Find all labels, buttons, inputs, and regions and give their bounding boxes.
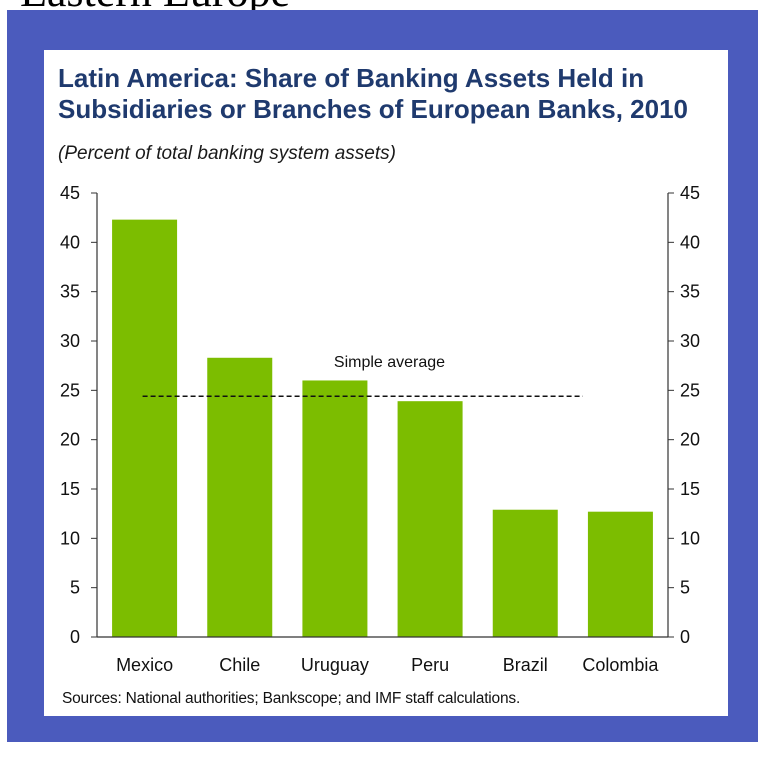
y-tick-label-left: 25 (60, 380, 80, 400)
y-tick-label-right: 15 (680, 479, 700, 499)
x-tick-label: Peru (411, 655, 449, 675)
bar-peru (397, 401, 463, 637)
x-tick-label: Colombia (582, 655, 659, 675)
y-tick-label-right: 40 (680, 232, 700, 252)
y-tick-label-left: 0 (70, 627, 80, 647)
bar-chile (207, 357, 273, 637)
y-tick-label-left: 15 (60, 479, 80, 499)
y-tick-label-left: 40 (60, 232, 80, 252)
y-tick-label-right: 10 (680, 528, 700, 548)
x-tick-label: Mexico (116, 655, 173, 675)
chart-title: Latin America: Share of Banking Assets H… (58, 63, 689, 124)
y-tick-label-right: 20 (680, 430, 700, 450)
y-tick-label-left: 30 (60, 331, 80, 351)
chart-subtitle: (Percent of total banking system assets) (58, 143, 396, 164)
y-tick-label-left: 45 (60, 183, 80, 203)
y-tick-label-right: 5 (680, 578, 690, 598)
y-tick-label-right: 30 (680, 331, 700, 351)
x-tick-label: Brazil (503, 655, 548, 675)
x-tick-label: Uruguay (301, 655, 369, 675)
y-tick-label-right: 45 (680, 183, 700, 203)
y-tick-label-right: 25 (680, 380, 700, 400)
bar-uruguay (302, 380, 368, 637)
y-tick-label-left: 5 (70, 578, 80, 598)
simple-average-label: Simple average (334, 354, 445, 371)
y-tick-label-right: 0 (680, 627, 690, 647)
bar-brazil (492, 509, 558, 637)
y-tick-label-left: 20 (60, 430, 80, 450)
bar-colombia (587, 511, 653, 637)
y-tick-label-left: 10 (60, 528, 80, 548)
chart-source: Sources: National authorities; Bankscope… (62, 690, 521, 707)
x-tick-label: Chile (219, 655, 260, 675)
y-tick-label-right: 35 (680, 282, 700, 302)
bar-mexico (112, 219, 178, 637)
y-tick-label-left: 35 (60, 282, 80, 302)
